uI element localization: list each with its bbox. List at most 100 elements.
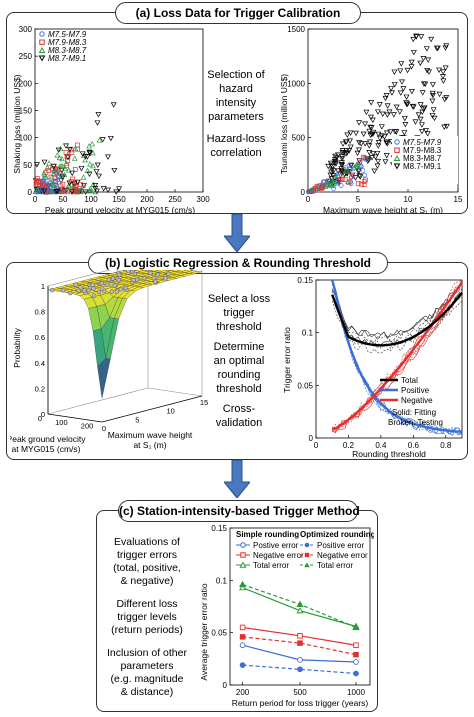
data-point bbox=[64, 154, 71, 161]
legend-m75: M7.5-M7.9 bbox=[48, 30, 87, 39]
box-edge bbox=[47, 270, 111, 287]
data-point bbox=[54, 152, 61, 158]
y-tick-label: 0.15 bbox=[211, 524, 227, 533]
data-point bbox=[348, 175, 354, 180]
data-point bbox=[396, 109, 403, 115]
data-point bbox=[344, 132, 351, 138]
data-point bbox=[50, 164, 57, 170]
data-point bbox=[422, 81, 429, 88]
data-point bbox=[403, 94, 410, 100]
data-point bbox=[383, 130, 390, 136]
legend-m83: M8.3-M8.7 bbox=[48, 46, 87, 55]
note-solid: Solid: Fitting bbox=[392, 408, 436, 417]
data-point bbox=[111, 167, 118, 174]
x-tick-label: 0.2 bbox=[343, 441, 355, 450]
data-point bbox=[420, 56, 427, 62]
data-point bbox=[92, 183, 99, 189]
data-point bbox=[397, 68, 404, 74]
threshold-ylabel: Trigger error ratio bbox=[282, 327, 292, 393]
tsunami-loss-legend: M7.5-M7.9 M7.9-M8.3 M8.3-M8.7 M8.7-M9.1 bbox=[392, 136, 458, 184]
data-point bbox=[41, 159, 48, 166]
x-tick-label: 1000 bbox=[347, 688, 365, 697]
data-point bbox=[355, 147, 362, 153]
data-point bbox=[328, 162, 335, 168]
x-tick-label: 15 bbox=[454, 195, 463, 204]
observation-point bbox=[90, 282, 95, 288]
data-point bbox=[375, 158, 382, 165]
data-point bbox=[362, 172, 368, 178]
data-point bbox=[391, 69, 398, 75]
data-point bbox=[368, 100, 375, 106]
series-marker bbox=[239, 624, 246, 631]
data-point bbox=[358, 164, 364, 169]
box-edge bbox=[47, 387, 149, 415]
legend-m83-r: M8.3-M8.7 bbox=[403, 154, 442, 163]
y-tick-label: 0.05 bbox=[211, 629, 227, 638]
observation-point bbox=[86, 287, 91, 293]
data-point bbox=[393, 104, 400, 111]
rp-chart-legend: Simple rounding Optimized rounding Posti… bbox=[236, 530, 374, 570]
legend-m87-r: M8.7-M9.1 bbox=[403, 162, 442, 171]
data-point bbox=[59, 155, 65, 162]
z-tick-label: 0.8 bbox=[35, 308, 45, 317]
data-point bbox=[387, 129, 394, 135]
observation-point bbox=[118, 286, 124, 292]
x-tick-label: 200 bbox=[236, 688, 250, 697]
data-point bbox=[332, 153, 339, 160]
data-point bbox=[77, 188, 84, 195]
y-tick-label: 0 bbox=[309, 434, 314, 443]
legend-opt-neg: Negative error bbox=[317, 551, 368, 560]
data-point bbox=[363, 109, 370, 116]
legend-simple-pos: Postive error bbox=[253, 541, 299, 550]
data-point bbox=[428, 36, 435, 43]
data-point bbox=[429, 82, 436, 88]
data-point bbox=[38, 178, 44, 184]
observation-point bbox=[110, 276, 116, 281]
observation-point bbox=[60, 288, 66, 293]
observation-point bbox=[82, 288, 87, 293]
data-point bbox=[370, 129, 377, 136]
data-point bbox=[379, 111, 386, 118]
threshold-xlabel: Rounding threshold bbox=[352, 449, 426, 459]
data-point bbox=[424, 131, 431, 137]
data-point bbox=[55, 167, 61, 172]
data-point bbox=[410, 49, 417, 56]
series-marker bbox=[239, 634, 246, 640]
down-arrow-icon bbox=[224, 460, 250, 498]
data-point bbox=[418, 34, 425, 40]
data-point bbox=[70, 176, 75, 182]
data-point bbox=[338, 168, 345, 174]
y-tick-label: 0 bbox=[28, 188, 33, 197]
data-point bbox=[96, 137, 103, 143]
y-tick-label: 0.05 bbox=[297, 381, 313, 390]
data-point bbox=[391, 82, 398, 88]
data-point bbox=[326, 181, 333, 188]
data-point bbox=[383, 93, 390, 99]
observation-point bbox=[104, 282, 110, 288]
data-point bbox=[331, 186, 337, 191]
data-point bbox=[59, 174, 66, 180]
panel-c-left-text: Evaluations of trigger errors (total, po… bbox=[107, 536, 187, 698]
data-point bbox=[408, 64, 415, 70]
data-point bbox=[366, 128, 373, 135]
observation-point bbox=[142, 275, 147, 281]
data-point bbox=[82, 189, 89, 195]
data-point bbox=[417, 60, 424, 67]
data-point bbox=[357, 159, 363, 165]
data-point bbox=[431, 115, 438, 122]
data-point bbox=[339, 156, 346, 162]
data-point bbox=[33, 162, 40, 168]
data-point bbox=[375, 131, 382, 138]
data-point bbox=[420, 106, 427, 113]
data-point bbox=[397, 90, 404, 96]
data-point bbox=[59, 163, 66, 169]
observation-point bbox=[91, 293, 97, 298]
data-point bbox=[415, 112, 422, 118]
data-point bbox=[390, 112, 397, 118]
note-broken: Broken: Testing bbox=[388, 418, 443, 427]
x-tick-label: 0 bbox=[38, 414, 42, 423]
legend-simple-title: Simple rounding bbox=[236, 530, 299, 539]
data-point bbox=[342, 167, 349, 174]
data-point bbox=[383, 139, 390, 145]
data-point bbox=[93, 188, 100, 195]
